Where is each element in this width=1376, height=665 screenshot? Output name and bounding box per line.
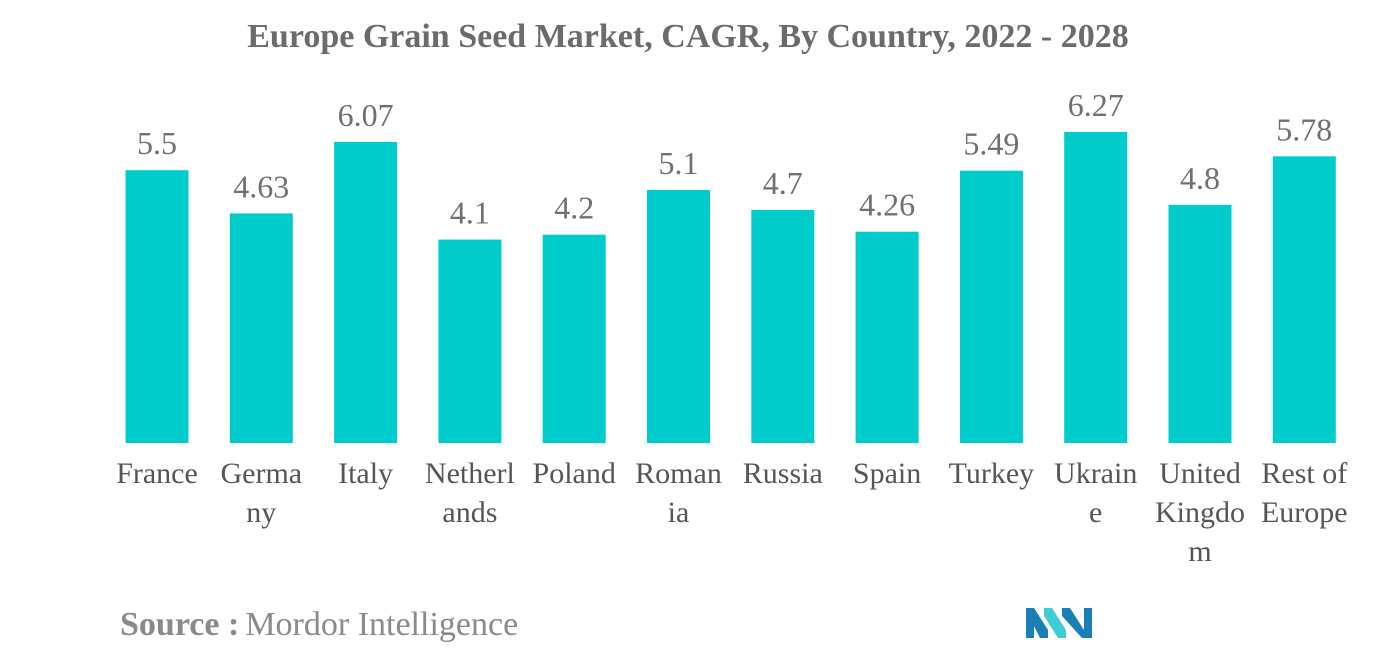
category-label-line: Rest of bbox=[1261, 457, 1347, 490]
category-label-line: m bbox=[1188, 535, 1211, 568]
bar-rest-of-europe bbox=[1272, 156, 1336, 444]
category-label-line: Netherl bbox=[425, 457, 515, 490]
category-label-line: ands bbox=[442, 496, 497, 529]
category-label-line: ia bbox=[668, 496, 690, 529]
category-label: Turkey bbox=[949, 457, 1035, 490]
category-label-line: ny bbox=[246, 496, 276, 529]
category-label-line: Poland bbox=[533, 457, 616, 490]
value-label: 5.49 bbox=[963, 126, 1019, 162]
category-label: Russia bbox=[743, 457, 823, 490]
category-label-line: Ukrain bbox=[1054, 457, 1137, 490]
logo-shape-middle bbox=[1044, 608, 1066, 638]
category-label-line: Kingdo bbox=[1155, 496, 1245, 529]
category-label-line: Turkey bbox=[949, 457, 1035, 490]
bar-russia bbox=[751, 209, 815, 443]
category-labels-group: France Germa ny Italy Netherl ands Poland Roman… bbox=[116, 457, 1347, 568]
bar-france bbox=[125, 170, 189, 443]
logo-shape-left bbox=[1026, 608, 1048, 638]
category-label-line: Italy bbox=[338, 457, 393, 490]
value-label: 4.7 bbox=[763, 165, 803, 201]
mordor-intelligence-logo-icon bbox=[1026, 608, 1092, 638]
value-label: 4.63 bbox=[233, 168, 289, 204]
category-label: Germa ny bbox=[220, 457, 302, 529]
category-label: Roman ia bbox=[635, 457, 722, 529]
category-label-line: Russia bbox=[743, 457, 823, 490]
bar-spain bbox=[855, 231, 919, 443]
bar-germany bbox=[229, 213, 293, 443]
category-label-line: Roman bbox=[635, 457, 722, 490]
source-label: Source : bbox=[120, 606, 240, 643]
category-label: Italy bbox=[338, 457, 393, 490]
category-label: Rest of Europe bbox=[1261, 457, 1348, 529]
source-text: Mordor Intelligence bbox=[245, 606, 519, 643]
value-label: 4.1 bbox=[450, 195, 490, 231]
category-label-line: United bbox=[1159, 457, 1241, 490]
category-label-line: Spain bbox=[853, 457, 921, 490]
value-label: 5.1 bbox=[659, 145, 699, 181]
category-label: United Kingdo m bbox=[1155, 457, 1245, 568]
value-labels-group: 5.5 4.63 6.07 4.1 4.2 5.1 4.7 4.26 5.49 6.27 4.8 5.… bbox=[137, 87, 1332, 231]
bar-united-kingdom bbox=[1168, 204, 1232, 443]
category-label-line: Germa bbox=[220, 457, 302, 490]
bar-turkey bbox=[959, 170, 1023, 443]
bars-group bbox=[125, 132, 1336, 444]
bar-netherlands bbox=[438, 239, 502, 443]
category-label: France bbox=[116, 457, 198, 490]
bar-chart: 5.5 4.63 6.07 4.1 4.2 5.1 4.7 4.26 5.49 6.27 4.8 5.… bbox=[116, 87, 1347, 568]
category-label-line: Europe bbox=[1261, 496, 1348, 529]
value-label: 5.5 bbox=[137, 125, 177, 161]
bar-poland bbox=[542, 234, 606, 443]
source-line: Source : Mordor Intelligence bbox=[120, 606, 518, 644]
value-label: 6.07 bbox=[338, 97, 394, 133]
value-label: 4.8 bbox=[1180, 160, 1220, 196]
chart-title: Europe Grain Seed Market, CAGR, By Count… bbox=[247, 18, 1129, 55]
bar-romania bbox=[647, 190, 710, 443]
category-label: Netherl ands bbox=[425, 457, 515, 529]
logo-shape-right bbox=[1062, 608, 1092, 638]
bar-ukraine bbox=[1064, 132, 1128, 443]
category-label: Spain bbox=[853, 457, 921, 490]
bar-italy bbox=[334, 141, 398, 443]
value-label: 4.26 bbox=[859, 187, 915, 223]
value-label: 4.2 bbox=[554, 190, 594, 226]
category-label-line: e bbox=[1089, 496, 1102, 529]
category-label: Ukrain e bbox=[1054, 457, 1137, 529]
category-label: Poland bbox=[533, 457, 616, 490]
value-label: 5.78 bbox=[1276, 111, 1332, 147]
value-label: 6.27 bbox=[1068, 87, 1124, 123]
category-label-line: France bbox=[116, 457, 198, 490]
